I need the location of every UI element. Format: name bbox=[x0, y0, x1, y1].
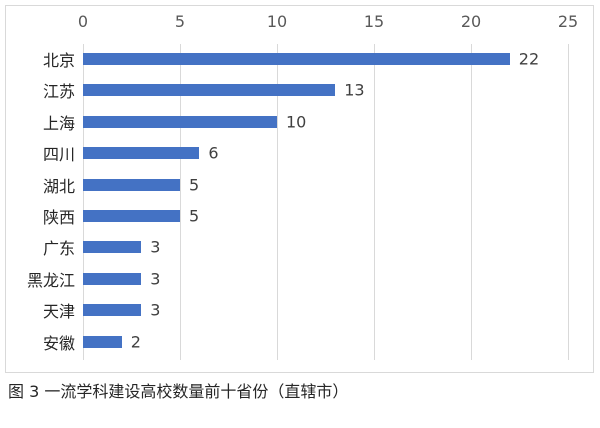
gridline bbox=[277, 44, 278, 360]
gridline bbox=[471, 44, 472, 360]
data-label: 3 bbox=[150, 237, 161, 257]
category-label: 广东 bbox=[42, 239, 75, 259]
category-label: 四川 bbox=[42, 145, 75, 165]
bar bbox=[83, 53, 510, 65]
category-label: 黑龙江 bbox=[26, 270, 75, 290]
category-label: 安徽 bbox=[42, 333, 75, 353]
category-label: 天津 bbox=[42, 302, 75, 322]
data-label: 5 bbox=[189, 175, 200, 195]
x-tick-label: 20 bbox=[460, 12, 482, 31]
data-label: 3 bbox=[150, 269, 161, 289]
category-label: 北京 bbox=[42, 51, 75, 70]
bar bbox=[83, 272, 142, 285]
bar bbox=[83, 147, 200, 160]
bar bbox=[83, 304, 142, 317]
bar bbox=[83, 84, 336, 97]
data-label: 22 bbox=[518, 49, 540, 69]
data-label: 10 bbox=[286, 112, 307, 132]
gridline bbox=[568, 44, 569, 360]
x-tick-label: 5 bbox=[174, 12, 186, 31]
figure-caption: 图 3 一流学科建设高校数量前十省份（直辖市） bbox=[8, 382, 349, 401]
x-tick-label: 10 bbox=[266, 12, 288, 31]
bar bbox=[83, 178, 180, 191]
gridline bbox=[83, 44, 84, 360]
data-label: 13 bbox=[344, 80, 365, 100]
category-label: 湖北 bbox=[42, 176, 75, 196]
data-label: 6 bbox=[208, 143, 219, 163]
category-label: 陕西 bbox=[42, 208, 75, 227]
bar bbox=[83, 115, 277, 128]
bar bbox=[83, 335, 122, 348]
data-label: 5 bbox=[189, 206, 200, 226]
bar bbox=[83, 210, 180, 222]
data-label: 2 bbox=[130, 332, 141, 352]
gridline bbox=[374, 44, 375, 360]
gridline bbox=[180, 44, 181, 360]
category-label: 江苏 bbox=[42, 82, 75, 102]
x-tick-label: 15 bbox=[363, 12, 385, 31]
bar bbox=[83, 241, 142, 254]
x-tick-label: 25 bbox=[557, 12, 579, 31]
data-label: 3 bbox=[150, 300, 161, 320]
category-label: 上海 bbox=[42, 113, 75, 133]
x-tick-label: 0 bbox=[77, 12, 89, 31]
